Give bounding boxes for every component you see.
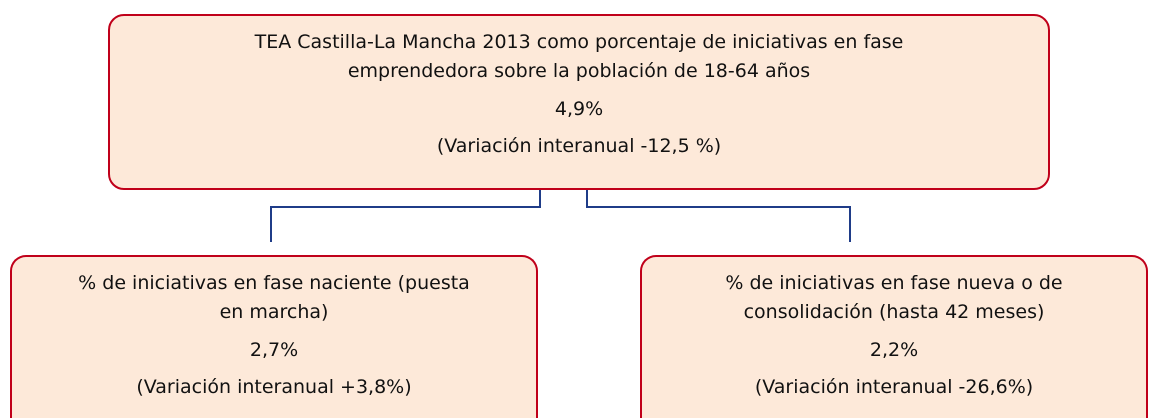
node-title-line: % de iniciativas en fase nueva o de	[725, 272, 1063, 294]
node-value: 2,2%	[869, 339, 919, 361]
node-title-line: consolidación (hasta 42 meses)	[743, 301, 1045, 323]
node-title-line: emprendedora sobre la población de 18-64…	[347, 60, 811, 82]
node-title-line: TEA Castilla-La Mancha 2013 como porcent…	[254, 31, 904, 53]
node-left: % de iniciativas en fase naciente (puest…	[10, 255, 538, 418]
node-variation: (Variación interanual +3,8%)	[136, 376, 412, 398]
node-value: 2,7%	[249, 339, 299, 361]
node-variation: (Variación interanual -12,5 %)	[436, 135, 722, 157]
node-title-line: % de iniciativas en fase naciente (puest…	[78, 272, 470, 294]
node-value: 4,9%	[554, 98, 604, 120]
node-right: % de iniciativas en fase nueva o de cons…	[640, 255, 1148, 418]
node-title-line: en marcha)	[219, 301, 329, 323]
node-top: TEA Castilla-La Mancha 2013 como porcent…	[108, 14, 1050, 190]
node-variation: (Variación interanual -26,6%)	[754, 376, 1034, 398]
